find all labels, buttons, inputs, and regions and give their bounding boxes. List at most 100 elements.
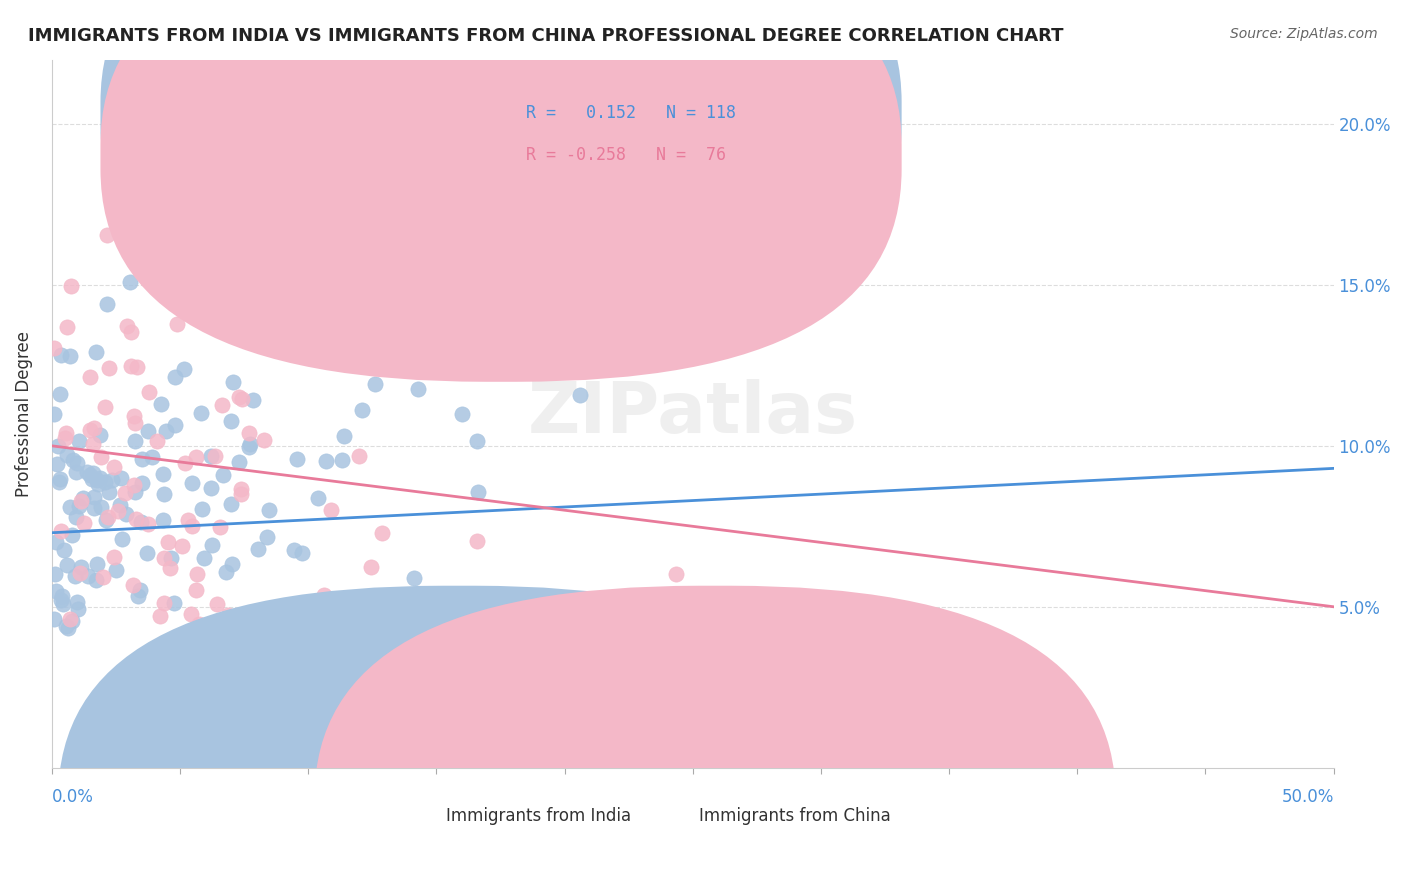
Point <box>49 524 72 539</box>
Point <box>44 566 66 581</box>
Point <box>90 450 112 465</box>
Point <box>382 590 405 604</box>
Point <box>55 618 77 632</box>
Point <box>44 341 66 355</box>
Point <box>124 484 146 499</box>
Point <box>107 504 129 518</box>
Point <box>103 549 125 564</box>
Point <box>204 450 226 464</box>
Point <box>215 566 238 580</box>
Point <box>180 607 202 621</box>
Point <box>110 471 132 485</box>
Point <box>290 546 312 560</box>
Point <box>207 597 229 611</box>
Point <box>623 729 645 743</box>
Point <box>221 414 243 428</box>
Point <box>94 513 117 527</box>
Point <box>65 465 87 479</box>
Point <box>352 402 374 417</box>
Point <box>84 344 107 359</box>
Point <box>111 532 134 546</box>
Point <box>347 449 370 463</box>
Point <box>86 477 108 491</box>
Point <box>82 437 104 451</box>
Point <box>53 543 76 558</box>
Point <box>222 376 245 390</box>
Point <box>86 557 108 571</box>
Point <box>200 481 222 495</box>
Point <box>159 551 181 566</box>
Point <box>51 590 73 604</box>
FancyBboxPatch shape <box>100 0 901 339</box>
Point <box>315 454 337 468</box>
Point <box>138 384 160 399</box>
Point <box>62 452 84 467</box>
Point <box>152 486 174 500</box>
Point <box>114 485 136 500</box>
Point <box>188 295 211 310</box>
Point <box>408 382 430 396</box>
Point <box>97 510 120 524</box>
Y-axis label: Professional Degree: Professional Degree <box>15 331 32 497</box>
Point <box>115 507 138 521</box>
Point <box>94 400 117 414</box>
Point <box>170 539 193 553</box>
Point <box>155 424 177 438</box>
Point <box>96 227 118 242</box>
Point <box>451 407 474 421</box>
Point <box>307 491 329 505</box>
Point <box>371 526 394 541</box>
Point <box>165 370 187 384</box>
Point <box>152 595 174 609</box>
Point <box>209 520 232 534</box>
Point <box>48 475 70 490</box>
FancyBboxPatch shape <box>315 586 1116 892</box>
Point <box>79 467 101 482</box>
Point <box>94 475 117 489</box>
Point <box>131 451 153 466</box>
Point <box>56 621 79 635</box>
Point <box>80 472 103 486</box>
Point <box>127 589 149 603</box>
Point <box>239 436 262 450</box>
Point <box>63 569 86 583</box>
Point <box>105 563 128 577</box>
Point <box>83 490 105 504</box>
Point <box>52 597 75 611</box>
Point <box>55 319 77 334</box>
Point <box>665 567 688 582</box>
Point <box>177 513 200 527</box>
Point <box>59 500 82 514</box>
Point <box>49 348 72 362</box>
Point <box>319 503 342 517</box>
Point <box>173 361 195 376</box>
Text: 0.0%: 0.0% <box>52 788 94 805</box>
Point <box>69 566 91 580</box>
Point <box>180 519 202 533</box>
Point <box>283 543 305 558</box>
Point <box>86 473 108 487</box>
Point <box>228 455 250 469</box>
Point <box>330 453 353 467</box>
Point <box>125 359 148 374</box>
Point <box>59 279 82 293</box>
Point <box>246 541 269 556</box>
Point <box>89 470 111 484</box>
Point <box>108 498 131 512</box>
Point <box>149 609 172 624</box>
Point <box>156 640 179 654</box>
Point <box>121 578 143 592</box>
Point <box>65 509 87 524</box>
Point <box>98 360 121 375</box>
Point <box>181 475 204 490</box>
Point <box>103 460 125 475</box>
Point <box>67 601 90 615</box>
Point <box>193 550 215 565</box>
Point <box>44 407 66 421</box>
Point <box>217 608 239 623</box>
Point <box>173 456 195 470</box>
Point <box>91 570 114 584</box>
Point <box>238 425 260 440</box>
Point <box>120 359 142 374</box>
Point <box>402 571 425 585</box>
